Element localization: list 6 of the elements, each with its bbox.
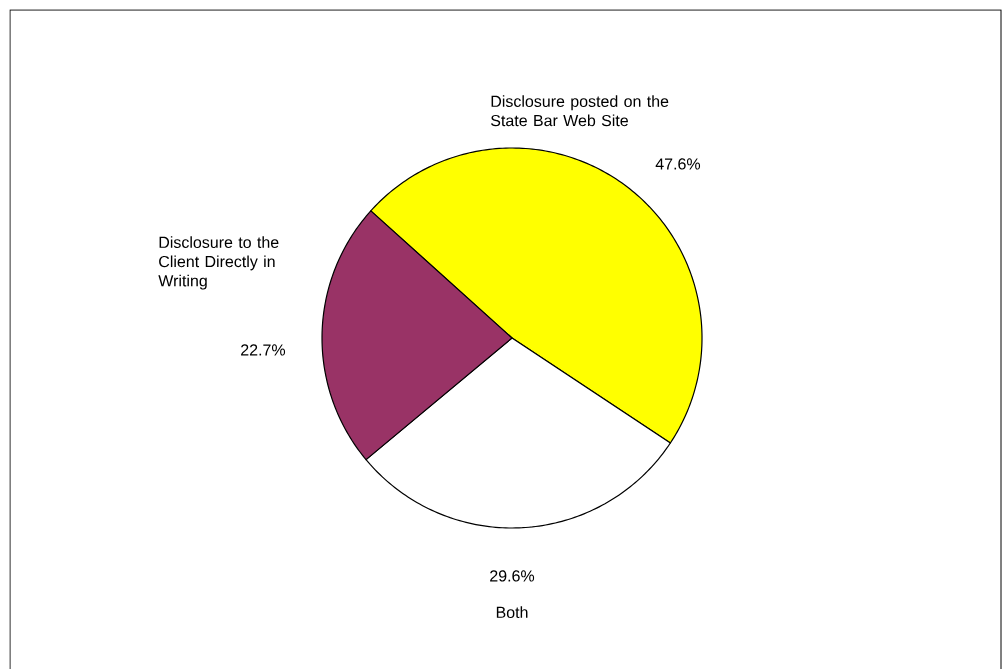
data-label: 22.7% [241, 344, 286, 356]
slice-label: Disclosure to the Client Directly in Writing [158, 236, 279, 290]
slice-label: Both [496, 606, 528, 619]
slice-label: Disclosure posted on the State Bar Web Site [491, 95, 669, 127]
data-label: 29.6% [490, 570, 535, 582]
data-label: 47.6% [655, 158, 701, 170]
